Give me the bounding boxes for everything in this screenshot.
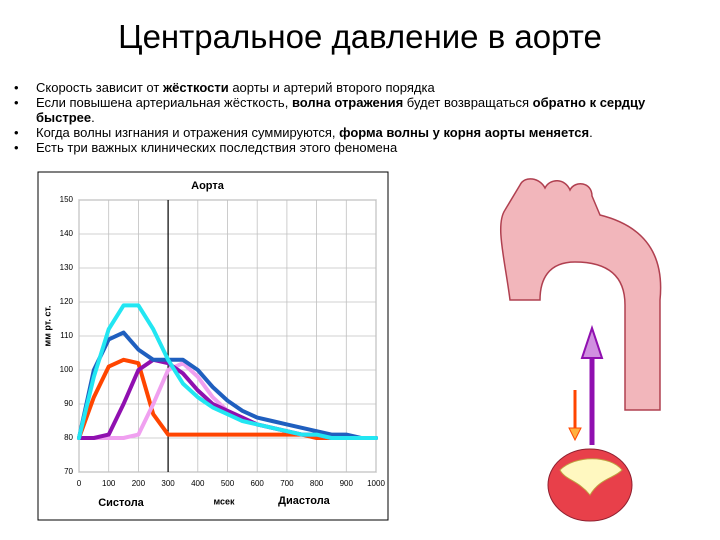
- y-tick-label: 70: [64, 467, 73, 476]
- bullet-text: форма волны у корня аорты меняется: [339, 125, 590, 140]
- y-tick-label: 90: [64, 399, 73, 408]
- bullet-text: .: [589, 125, 593, 140]
- annotation: Диастола: [278, 495, 331, 507]
- bullet: Если повышена артериальная жёсткость, во…: [14, 95, 704, 125]
- bullet-text: Есть три важных клинических последствия …: [36, 140, 398, 155]
- bullet-text: обратно к сердцу быстрее: [36, 95, 646, 125]
- bullet: Есть три важных клинических последствия …: [14, 140, 704, 155]
- x-tick-label: 600: [251, 479, 265, 488]
- aorta-illustration: [499, 178, 662, 522]
- x-tick-label: 0: [77, 479, 82, 488]
- bullet: Когда волны изгнания и отражения суммиру…: [14, 125, 704, 140]
- x-tick-label: 100: [102, 479, 116, 488]
- bullet-text: Когда волны изгнания и отражения суммиру…: [36, 125, 340, 140]
- x-tick-label: 300: [161, 479, 175, 488]
- y-tick-label: 120: [60, 297, 74, 306]
- chart-title: Аорта: [191, 180, 225, 192]
- y-tick-label: 100: [60, 365, 74, 374]
- bullet-text: Скорость зависит от: [36, 80, 163, 95]
- bullet-text: будет возвращаться: [403, 95, 533, 110]
- y-tick-label: 130: [60, 263, 74, 272]
- x-tick-label: 700: [280, 479, 294, 488]
- y-axis-label: мм рт. ст.: [42, 306, 52, 347]
- x-tick-label: 500: [221, 479, 235, 488]
- y-tick-label: 80: [64, 433, 73, 442]
- x-tick-label: 900: [340, 479, 354, 488]
- x-tick-label: 400: [191, 479, 205, 488]
- bullet-text: жёсткости: [162, 80, 229, 95]
- x-tick-label: 800: [310, 479, 324, 488]
- annotation: Систола: [98, 497, 144, 509]
- y-tick-label: 140: [60, 229, 74, 238]
- bullet-text: аорты и артерий второго порядка: [228, 80, 435, 95]
- bullet: Скорость зависит от жёсткости аорты и ар…: [14, 80, 704, 95]
- y-tick-label: 110: [60, 331, 73, 340]
- x-axis-label: мсек: [213, 496, 235, 506]
- bullet-text: волна отражения: [291, 95, 404, 110]
- slide-title: Центральное давление в аорте: [118, 18, 602, 55]
- series-line: [77, 303, 378, 440]
- bullet-text: .: [91, 110, 95, 125]
- bullet-text: Если повышена артериальная жёсткость,: [36, 95, 292, 110]
- x-tick-label: 1000: [367, 479, 385, 488]
- y-tick-label: 150: [60, 195, 74, 204]
- x-tick-label: 200: [132, 479, 146, 488]
- bullet-list: Скорость зависит от жёсткости аорты и ар…: [14, 80, 704, 155]
- series-line: [77, 330, 378, 440]
